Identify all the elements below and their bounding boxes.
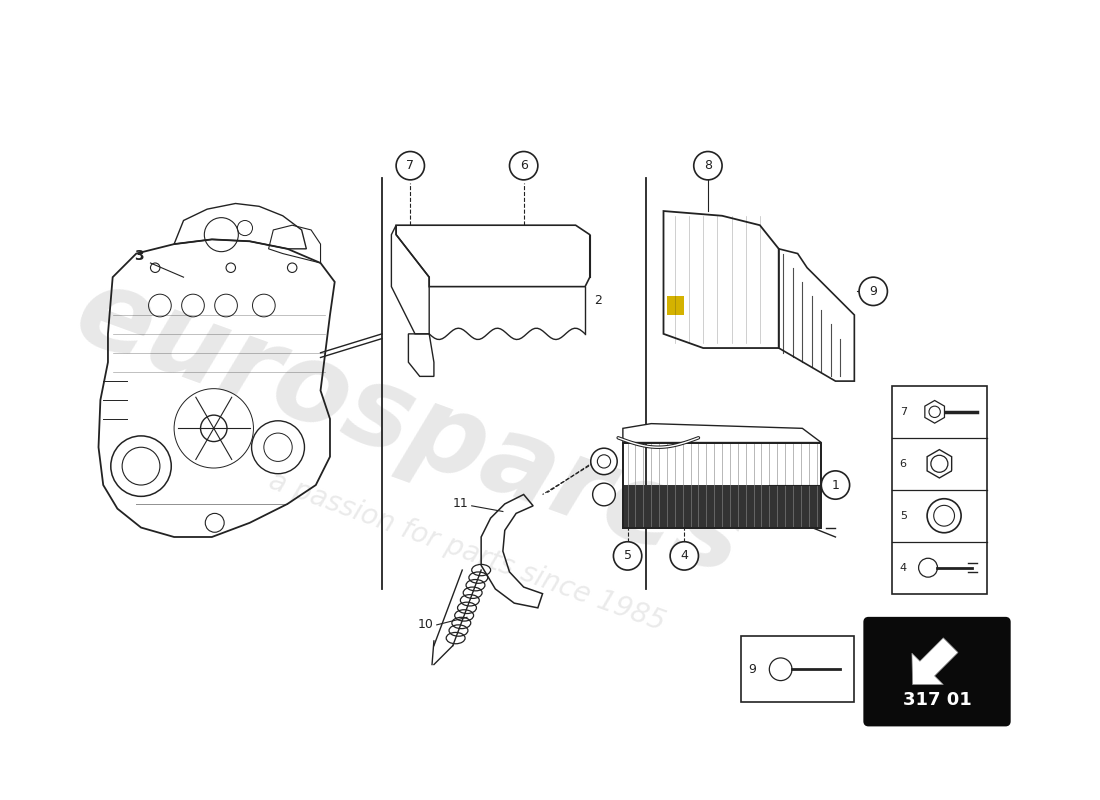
Text: 11: 11: [453, 498, 469, 510]
Text: 7: 7: [900, 407, 906, 417]
Circle shape: [227, 263, 235, 273]
Circle shape: [859, 277, 888, 306]
Polygon shape: [668, 296, 684, 315]
Text: 8: 8: [704, 159, 712, 172]
Text: 317 01: 317 01: [903, 691, 971, 710]
Text: 5: 5: [900, 510, 906, 521]
Text: 2: 2: [594, 294, 603, 307]
Polygon shape: [925, 401, 945, 423]
Circle shape: [822, 471, 849, 499]
Text: 4: 4: [900, 562, 906, 573]
Polygon shape: [623, 424, 822, 442]
Bar: [892, 386, 987, 594]
Text: 3: 3: [134, 250, 144, 263]
Circle shape: [396, 151, 425, 180]
Bar: [623, 442, 822, 527]
Bar: [623, 442, 822, 527]
Text: 6: 6: [900, 458, 906, 469]
Circle shape: [918, 558, 937, 577]
FancyBboxPatch shape: [865, 618, 1010, 725]
Circle shape: [670, 542, 698, 570]
Text: 6: 6: [519, 159, 528, 172]
Circle shape: [151, 263, 160, 273]
Text: 9: 9: [869, 285, 877, 298]
Wedge shape: [593, 483, 604, 506]
Bar: [741, 636, 855, 702]
Text: 4: 4: [680, 550, 689, 562]
Text: 7: 7: [406, 159, 415, 172]
Polygon shape: [927, 450, 952, 478]
Text: a passion for parts since 1985: a passion for parts since 1985: [265, 466, 669, 636]
Wedge shape: [591, 448, 604, 474]
Polygon shape: [912, 638, 958, 685]
Circle shape: [769, 658, 792, 681]
Text: 1: 1: [832, 478, 839, 491]
Circle shape: [591, 448, 617, 474]
Circle shape: [934, 506, 955, 526]
Text: 10: 10: [418, 618, 433, 631]
Text: 5: 5: [624, 550, 631, 562]
Circle shape: [593, 483, 615, 506]
Circle shape: [287, 263, 297, 273]
Circle shape: [927, 498, 961, 533]
Circle shape: [614, 542, 641, 570]
Circle shape: [694, 151, 722, 180]
Text: 9: 9: [748, 662, 757, 676]
Bar: [623, 485, 822, 527]
Text: eurospares: eurospares: [62, 258, 759, 598]
Circle shape: [509, 151, 538, 180]
